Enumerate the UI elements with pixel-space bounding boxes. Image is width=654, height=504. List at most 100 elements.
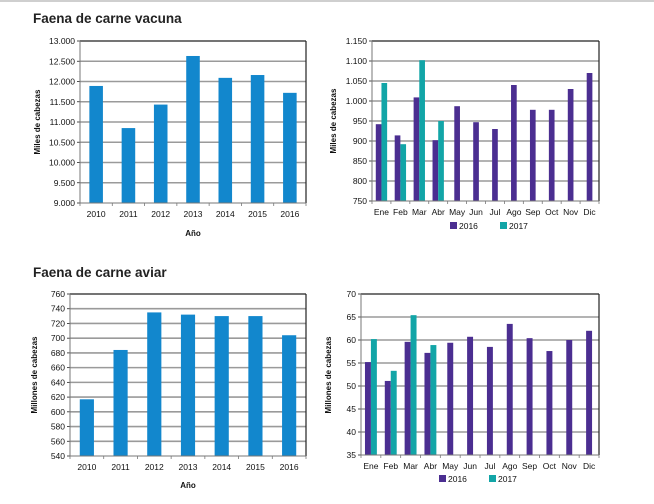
bar-2016-Nov [566,340,573,455]
y-tick-label: 540 [51,451,65,461]
x-tick-label: 2014 [212,462,231,472]
x-tick-label: Sep [525,207,540,217]
bar-2016-Ago [511,85,517,201]
y-tick-label: 50 [347,381,357,391]
bar-2016-Oct [546,351,553,455]
y-tick-label: 560 [51,436,65,446]
y-tick-label: 55 [347,358,357,368]
x-tick-label: Ago [506,207,521,217]
x-tick-label: 2010 [87,209,106,219]
y-tick-label: 1.000 [346,96,368,106]
legend-swatch-2016 [439,475,446,482]
x-tick-label: 2012 [145,462,164,472]
x-tick-label: Jun [463,461,477,471]
y-tick-label: 12.000 [49,77,75,87]
y-tick-label: 65 [347,312,357,322]
bar-2016-Jul [492,129,498,201]
y-tick-label: 60 [347,335,357,345]
x-tick-label: Dic [583,461,596,471]
bar-2014 [218,77,233,203]
y-tick-label: 9.000 [54,198,76,208]
bar-2011 [121,128,136,203]
legend-label-2017: 2017 [498,474,517,484]
bar-2016 [282,335,297,456]
y-tick-label: 900 [353,136,367,146]
x-tick-label: Oct [543,461,557,471]
x-tick-label: Jun [469,207,483,217]
bar-2017-Ene [370,339,377,455]
x-tick-label: Mar [403,461,418,471]
y-tick-label: 1.150 [346,36,368,46]
bar-2011 [113,349,128,456]
x-tick-label: 2011 [111,462,130,472]
x-tick-label: 2011 [119,209,138,219]
y-tick-label: 740 [51,304,65,314]
bar-2016-Feb [384,380,391,455]
x-tick-label: Feb [393,207,408,217]
bar-2016-Jul [486,346,493,455]
bar-2017-Feb [390,370,397,455]
bar-2016 [283,92,297,203]
y-axis-title: Millones de cabezas [30,336,39,413]
bar-2017-Abr [430,345,437,455]
y-tick-label: 580 [51,422,65,432]
section-title-vacuna: Faena de carne vacuna [33,11,182,26]
bar-2016-Feb [394,135,401,201]
bar-2013 [180,314,196,456]
x-tick-label: May [442,461,459,471]
x-tick-label: Ene [363,461,378,471]
y-tick-label: 750 [353,196,367,206]
x-tick-label: Oct [545,207,559,217]
x-tick-label: May [449,207,466,217]
bar-2017-Feb [400,144,407,201]
bar-2016-Sep [526,338,533,455]
y-tick-label: 13.000 [49,36,75,46]
x-tick-label: Abr [424,461,437,471]
legend-label-2017: 2017 [509,221,528,231]
legend-label-2016: 2016 [459,221,478,231]
bar-2016-Mar [413,97,420,201]
bar-2016-Jun [473,122,479,201]
y-tick-label: 950 [353,116,367,126]
legend-swatch-2017 [489,475,496,482]
top-divider [0,0,654,2]
bar-2010 [79,399,94,456]
bar-2016-Ene [375,124,382,201]
y-tick-label: 720 [51,318,65,328]
legend-swatch-2017 [500,222,507,229]
x-tick-label: 2013 [179,462,198,472]
bar-2016-May [454,106,460,201]
x-tick-label: Mar [412,207,427,217]
y-axis-title: Miles de cabezas [329,88,338,153]
y-tick-label: 45 [347,404,357,414]
x-tick-label: Jul [490,207,501,217]
x-tick-label: Abr [432,207,445,217]
bar-2016-Sep [529,109,536,201]
bar-2016-Ago [506,323,513,455]
y-tick-label: 680 [51,348,65,358]
y-tick-label: 850 [353,156,367,166]
legend-label-2016: 2016 [448,474,467,484]
bar-2014 [214,316,229,456]
y-tick-label: 1.050 [346,76,368,86]
bar-2016-Dic [586,330,593,455]
bar-2017-Mar [419,60,425,202]
bar-2013 [186,55,200,203]
x-tick-label: 2014 [216,209,235,219]
x-tick-label: 2010 [77,462,96,472]
x-tick-label: Nov [562,461,578,471]
x-tick-label: Ago [502,461,517,471]
y-tick-label: 12.500 [49,56,75,66]
bar-2015 [250,75,265,203]
y-tick-label: 11.500 [50,97,76,107]
bar-2012 [153,104,168,203]
bar-2016-Jun [467,336,474,455]
y-tick-label: 800 [353,176,367,186]
x-tick-label: Dic [583,207,596,217]
x-tick-label: Sep [522,461,537,471]
x-axis-title: Año [180,481,196,490]
y-tick-label: 760 [51,289,65,299]
section-title-aviar: Faena de carne aviar [33,265,167,280]
